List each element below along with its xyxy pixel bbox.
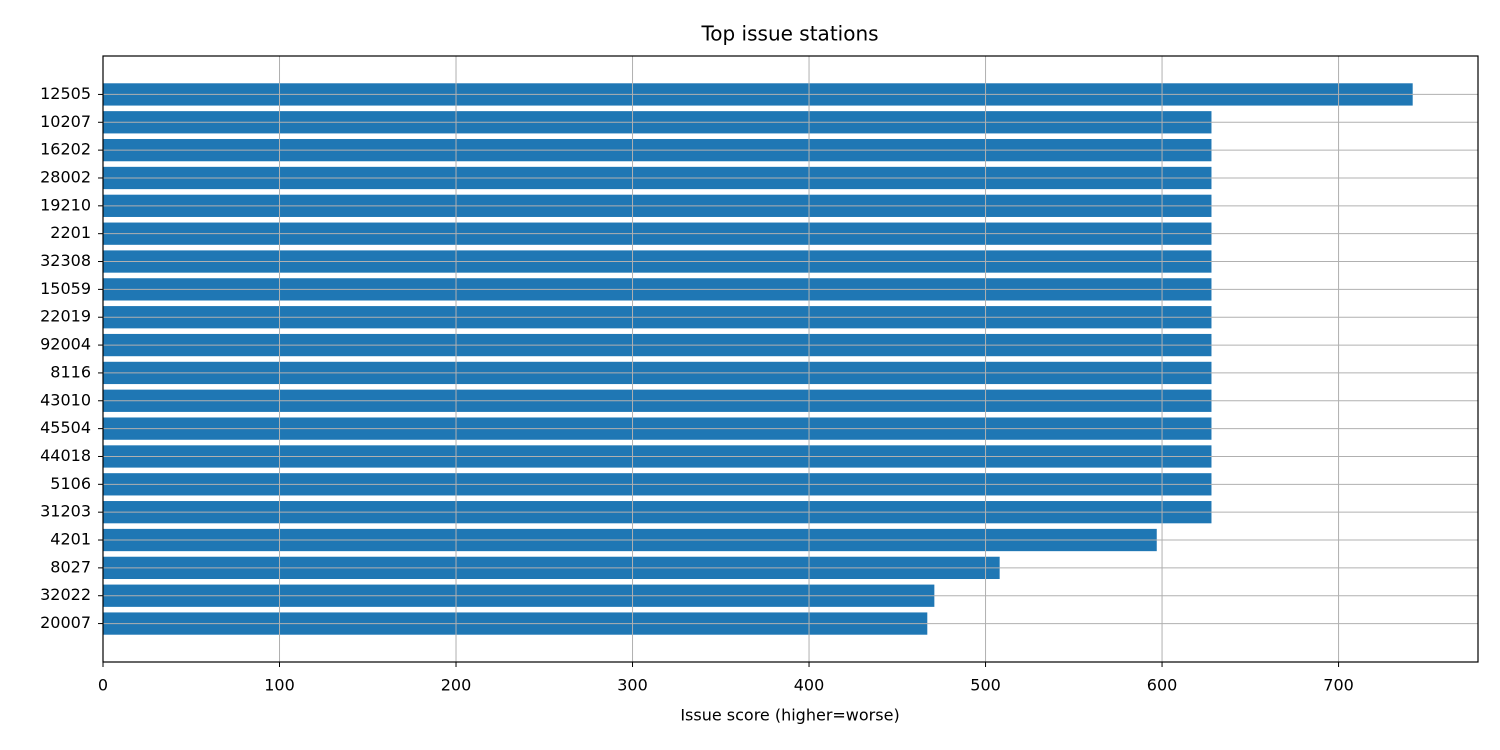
x-tick-label: 200 bbox=[441, 676, 472, 695]
x-tick-label: 500 bbox=[970, 676, 1001, 695]
y-tick-label: 12505 bbox=[40, 84, 91, 103]
y-tick-label: 43010 bbox=[40, 390, 91, 409]
y-tick-label: 31203 bbox=[40, 502, 91, 521]
y-tick-label: 16202 bbox=[40, 140, 91, 159]
y-tick-label: 8116 bbox=[50, 362, 91, 381]
x-tick-label: 300 bbox=[617, 676, 648, 695]
y-tick-label: 4201 bbox=[50, 530, 91, 549]
y-tick-label: 19210 bbox=[40, 195, 91, 214]
plot-frame bbox=[102, 55, 1479, 663]
y-tick-label: 32022 bbox=[40, 585, 91, 604]
y-tick-label: 32308 bbox=[40, 251, 91, 270]
x-tick-label: 0 bbox=[98, 676, 108, 695]
y-tick-label: 10207 bbox=[40, 112, 91, 131]
x-axis-label: Issue score (higher=worse) bbox=[680, 706, 899, 725]
x-tick-label: 600 bbox=[1147, 676, 1178, 695]
y-tick-label: 15059 bbox=[40, 279, 91, 298]
y-tick-label: 44018 bbox=[40, 446, 91, 465]
x-tick-label: 400 bbox=[794, 676, 825, 695]
y-tick-label: 8027 bbox=[50, 557, 91, 576]
y-tick-label: 2201 bbox=[50, 223, 91, 242]
y-tick-label: 92004 bbox=[40, 335, 91, 354]
y-tick-label: 20007 bbox=[40, 613, 91, 632]
y-tick-label: 22019 bbox=[40, 307, 91, 326]
x-tick-label: 100 bbox=[264, 676, 295, 695]
chart-title: Top issue stations bbox=[700, 22, 878, 46]
y-tick-label: 5106 bbox=[50, 474, 91, 493]
y-tick-label: 28002 bbox=[40, 167, 91, 186]
x-tick-label: 700 bbox=[1323, 676, 1354, 695]
y-tick-label: 45504 bbox=[40, 418, 91, 437]
